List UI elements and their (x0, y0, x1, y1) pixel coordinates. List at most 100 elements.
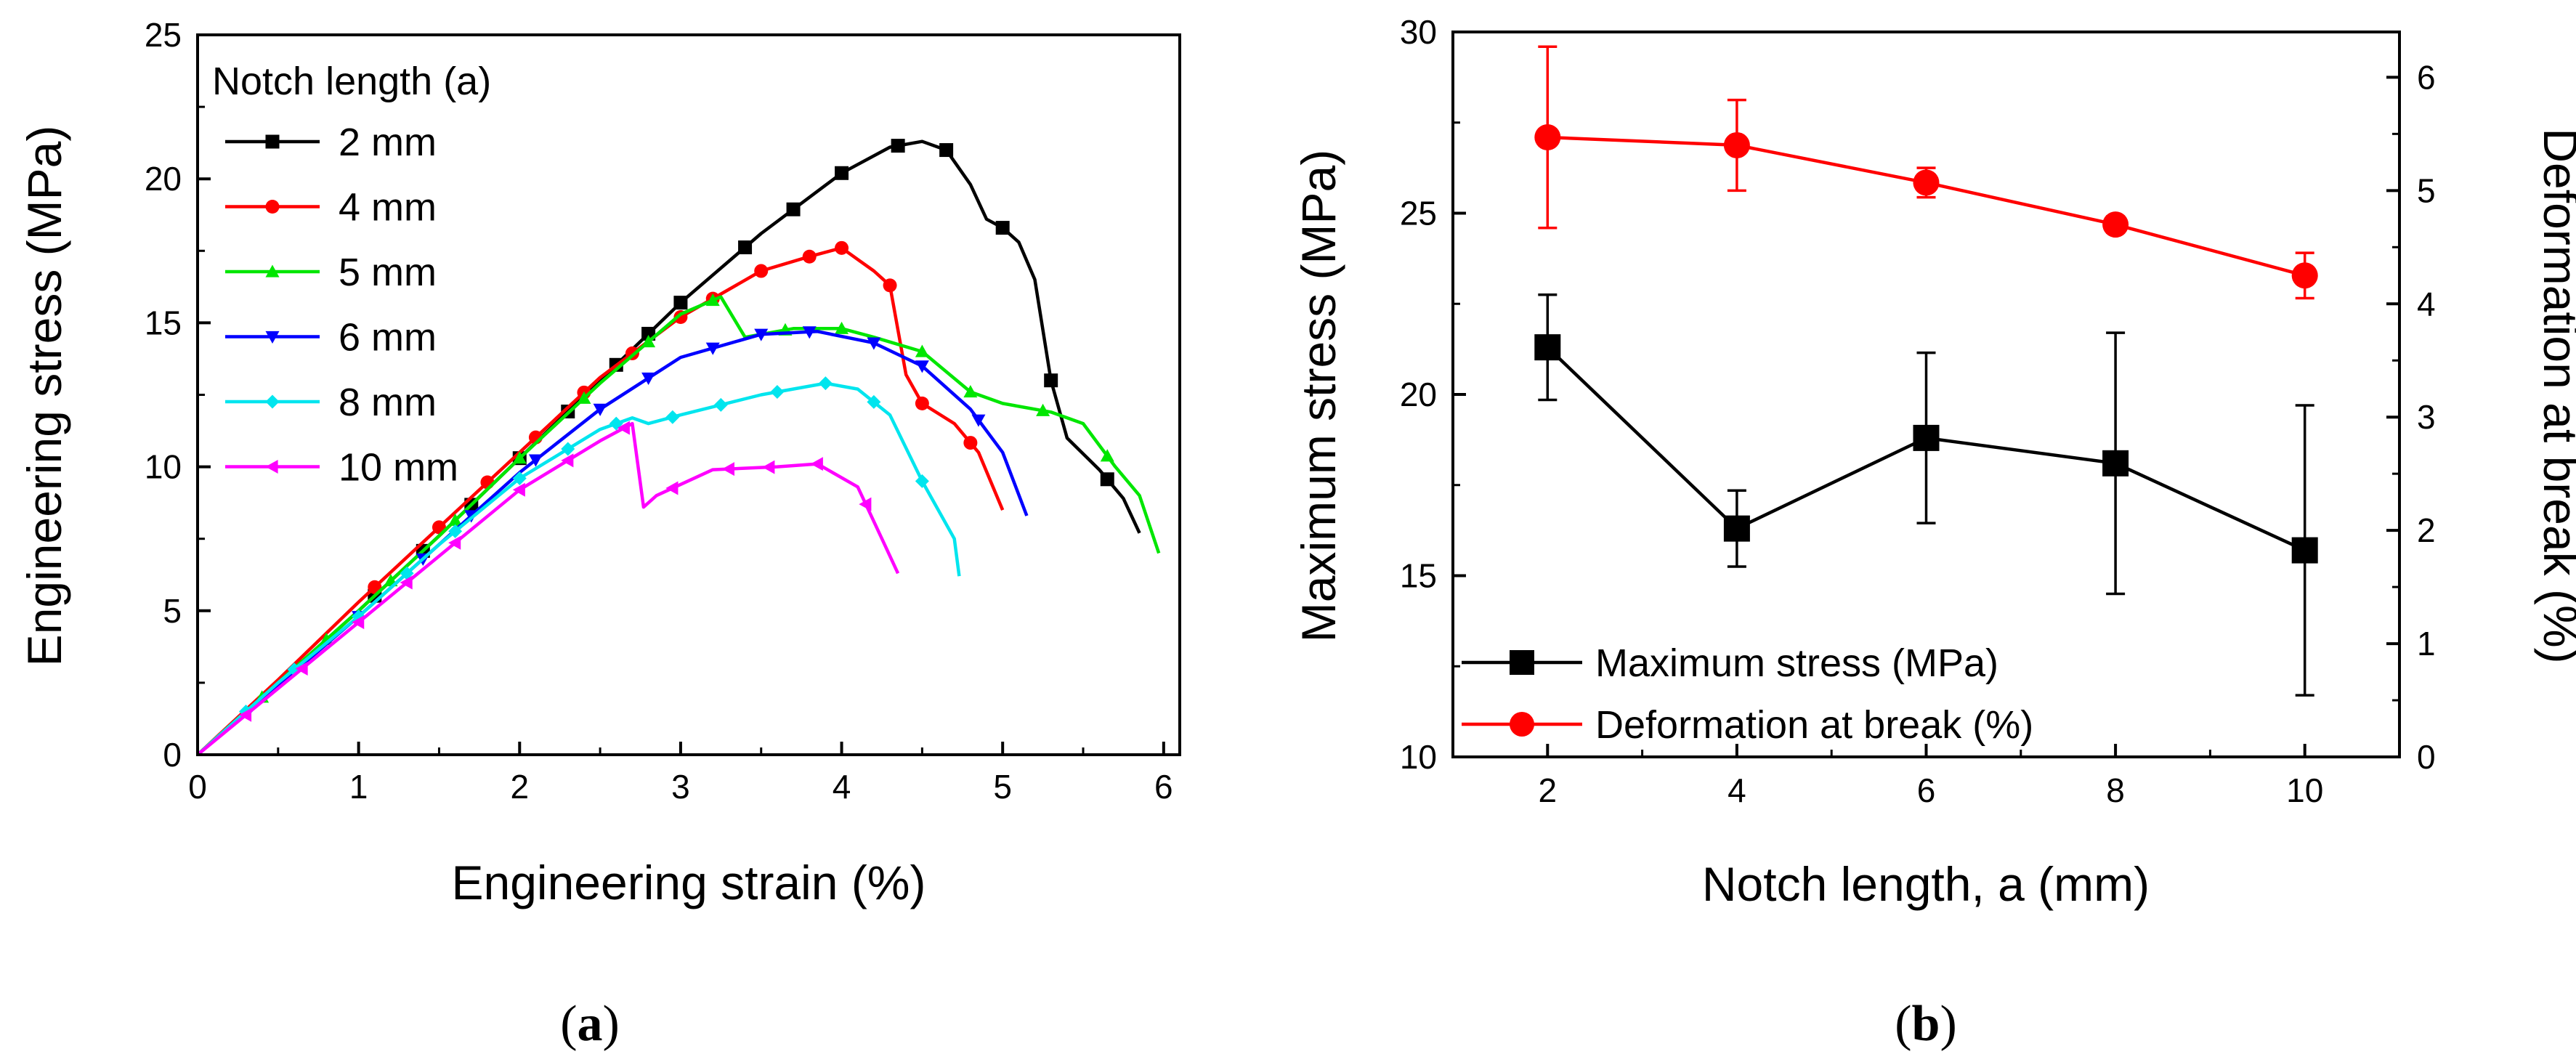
legend-entry: 5 mm (225, 251, 437, 294)
data-point (1036, 403, 1050, 416)
data-point (754, 264, 769, 278)
x-tick-label: 4 (1728, 771, 1746, 809)
data-point (867, 337, 881, 350)
legend-label: 2 mm (339, 121, 437, 164)
data-point (1723, 131, 1750, 158)
data-point (786, 202, 801, 216)
data-point (1534, 334, 1561, 361)
y-tick-label: 25 (145, 16, 182, 54)
data-point (2102, 211, 2129, 238)
y-tick-label: 15 (145, 304, 182, 341)
data-point (448, 524, 463, 538)
data-point (2291, 262, 2318, 289)
data-point (295, 661, 308, 676)
left-y-tick-label: 30 (1400, 13, 1437, 51)
data-point (738, 240, 753, 255)
series-8-mm (196, 376, 961, 756)
data-point (963, 436, 978, 450)
data-point (400, 575, 413, 590)
legend-marker (1510, 712, 1534, 737)
panel-b-left-y-axis-title: Maximum stress (MPa) (1292, 150, 1345, 642)
left-y-tick-label: 20 (1400, 376, 1437, 413)
x-tick-label: 6 (1154, 768, 1173, 806)
series-4-mm (196, 240, 1005, 756)
data-point (1913, 424, 1940, 451)
x-tick-label: 1 (349, 768, 368, 806)
data-point (995, 221, 1010, 235)
data-point (915, 474, 929, 488)
legend-marker (265, 200, 280, 214)
legend-marker (265, 331, 280, 344)
series-deformation-at-break- (1534, 45, 2318, 300)
data-point (561, 442, 575, 456)
data-point (802, 249, 817, 264)
series-10-mm (196, 421, 900, 756)
legend-label: 10 mm (339, 446, 458, 490)
left-y-tick-label: 10 (1400, 738, 1437, 776)
data-point (1100, 472, 1114, 487)
right-y-tick-label: 6 (2417, 58, 2436, 96)
y-tick-label: 0 (163, 736, 182, 774)
data-point (705, 293, 720, 307)
data-point (400, 566, 414, 580)
left-y-tick-label: 25 (1400, 195, 1437, 232)
legend-entry: 8 mm (225, 381, 437, 424)
panel-a-x-axis-title: Engineering strain (%) (452, 856, 926, 909)
data-point (673, 296, 688, 310)
x-tick-label: 6 (1917, 771, 1936, 809)
x-tick-label: 5 (993, 768, 1012, 806)
series-line (1547, 135, 2306, 277)
data-point (448, 535, 461, 550)
data-point (1100, 449, 1114, 462)
data-point (939, 143, 954, 158)
series-line (196, 295, 1161, 756)
data-point (352, 615, 365, 630)
panel-b-right-y-axis-title: Deformation at break (%) (2534, 128, 2576, 663)
series-6-mm (196, 326, 1029, 756)
panel-a-y-axis-title: Engineering stress (MPa) (17, 126, 71, 667)
data-point (617, 421, 630, 435)
right-y-tick-label: 4 (2417, 285, 2436, 323)
data-point (883, 278, 897, 293)
data-point (528, 454, 543, 467)
data-point (721, 462, 735, 477)
right-y-tick-label: 2 (2417, 511, 2436, 549)
panel-b-caption: (b) (1895, 996, 1957, 1052)
panel-a-caption: (a) (560, 996, 620, 1052)
data-point (915, 344, 929, 357)
x-tick-label: 8 (2106, 771, 2125, 809)
legend-label: 4 mm (339, 186, 437, 230)
data-point (810, 457, 823, 471)
data-point (762, 460, 775, 474)
data-point (835, 240, 849, 255)
data-point (802, 326, 817, 339)
x-tick-label: 4 (833, 768, 851, 806)
x-tick-label: 0 (188, 768, 207, 806)
data-point (641, 335, 656, 348)
legend-entry: 10 mm (225, 446, 458, 490)
data-point (1913, 169, 1940, 196)
right-y-tick-label: 0 (2417, 738, 2436, 776)
legend-marker (265, 134, 280, 149)
legend-title: Notch length (a) (212, 60, 491, 103)
data-point (238, 708, 252, 722)
data-point (915, 396, 929, 410)
data-point (818, 376, 833, 391)
legend-label: 6 mm (339, 316, 437, 360)
y-tick-label: 20 (145, 160, 182, 198)
left-y-tick-label: 15 (1400, 557, 1437, 595)
x-tick-label: 2 (510, 768, 529, 806)
x-tick-label: 3 (671, 768, 690, 806)
legend-entry: Maximum stress (MPa) (1462, 641, 1998, 685)
right-y-tick-label: 1 (2417, 625, 2436, 662)
data-point (561, 453, 574, 468)
legend-marker (265, 460, 278, 474)
data-point (963, 385, 978, 398)
legend-marker (265, 394, 280, 409)
data-point (1044, 373, 1058, 388)
y-tick-label: 5 (163, 592, 182, 630)
series-line (196, 246, 1005, 756)
data-point (867, 394, 881, 409)
data-point (754, 328, 769, 341)
